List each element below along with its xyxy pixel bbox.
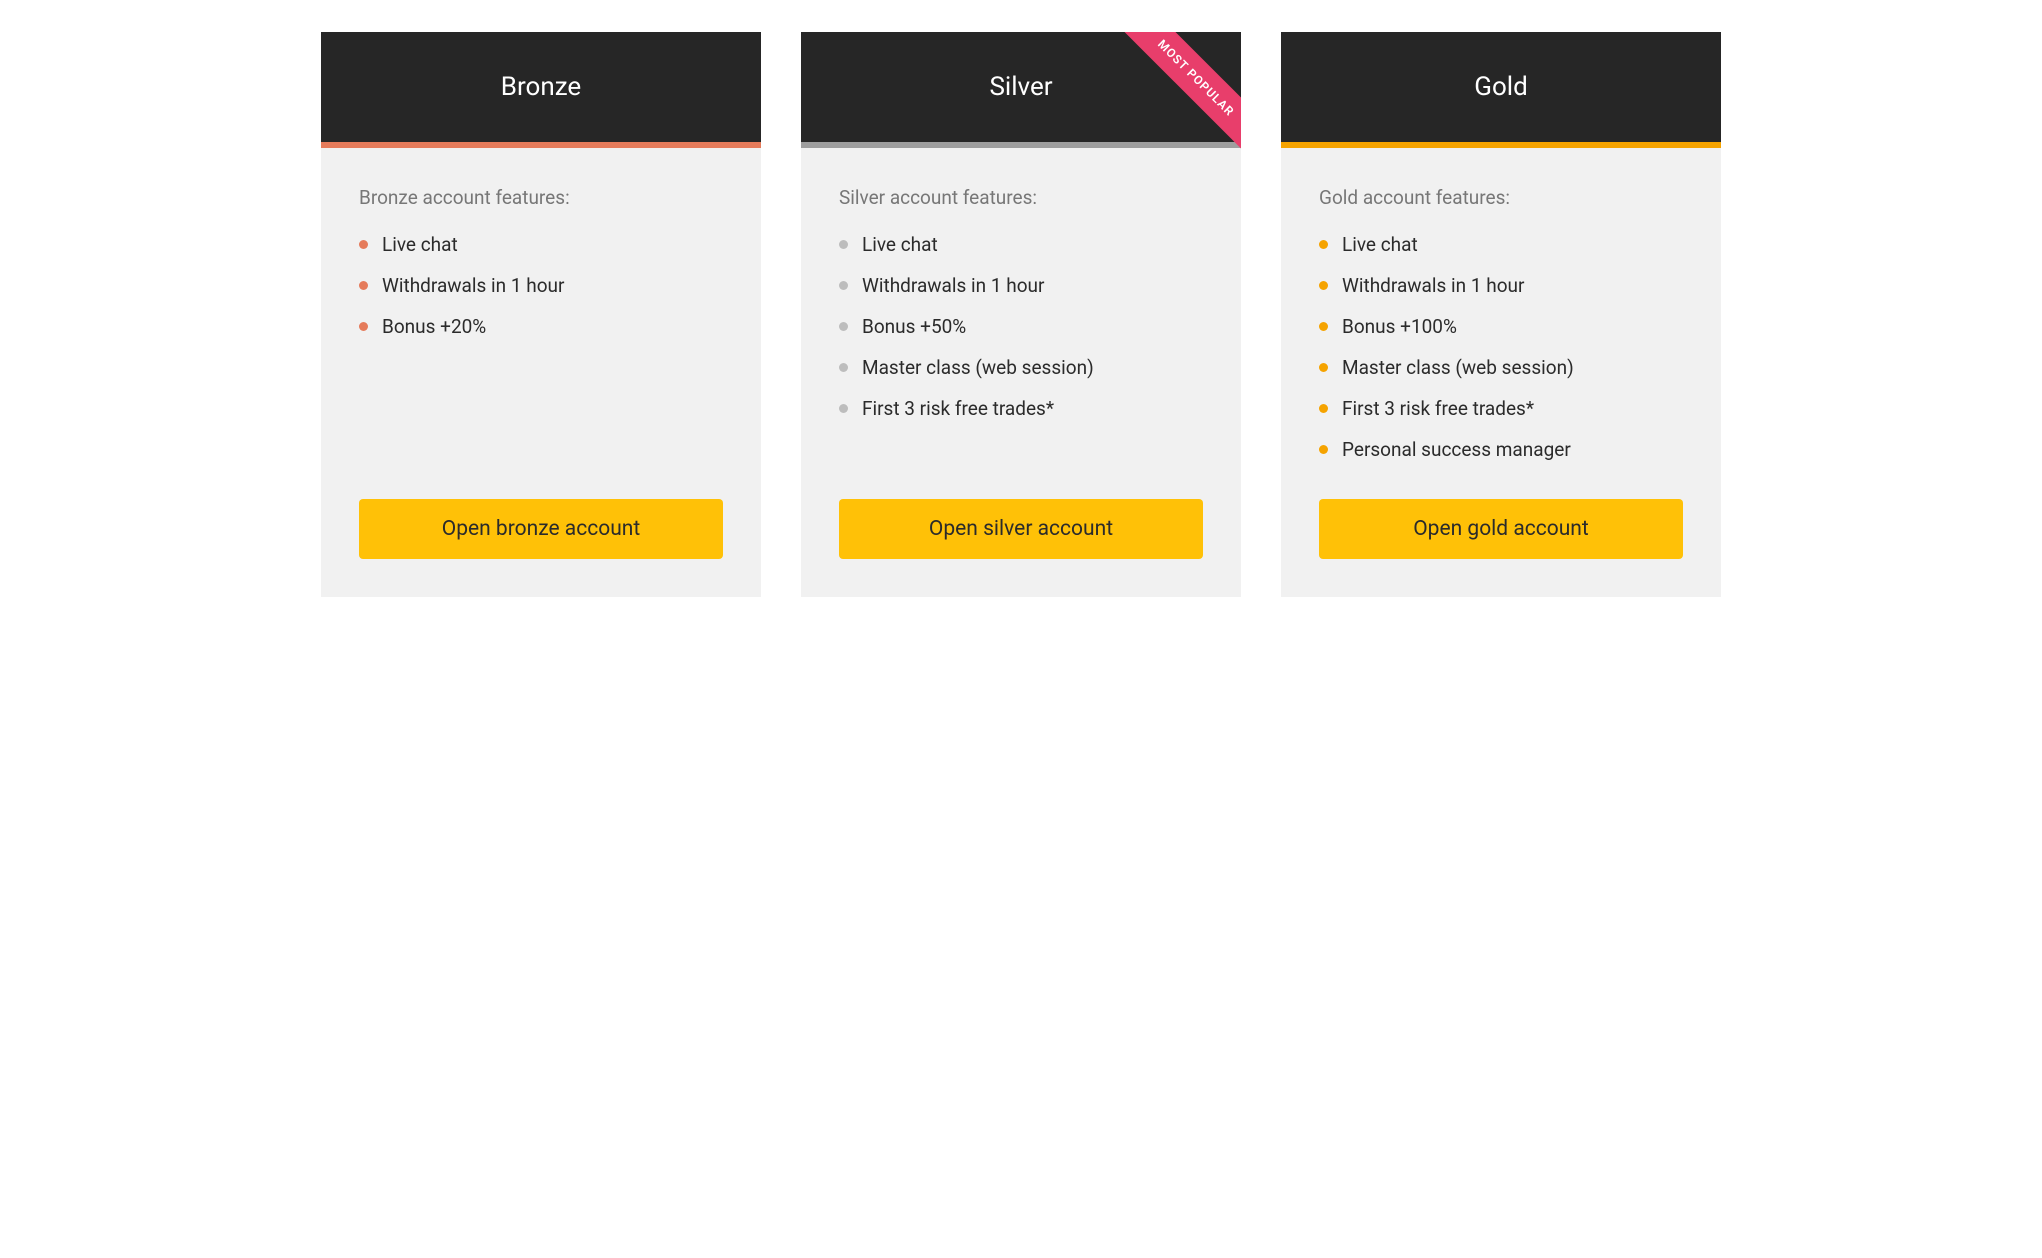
pricing-cards-container: Bronze Bronze account features: Live cha… [321, 32, 1721, 597]
features-heading: Bronze account features: [359, 186, 723, 209]
features-heading: Silver account features: [839, 186, 1203, 209]
feature-text: Bonus +50% [862, 315, 966, 338]
open-gold-account-button[interactable]: Open gold account [1319, 499, 1683, 559]
bullet-icon [839, 404, 848, 413]
pricing-card-bronze: Bronze Bronze account features: Live cha… [321, 32, 761, 597]
feature-text: Withdrawals in 1 hour [1342, 274, 1524, 297]
feature-item: Withdrawals in 1 hour [839, 274, 1203, 297]
feature-text: Master class (web session) [1342, 356, 1574, 379]
most-popular-ribbon: MOST POPULAR [1111, 32, 1241, 162]
feature-item: Withdrawals in 1 hour [1319, 274, 1683, 297]
feature-item: Live chat [359, 233, 723, 256]
feature-item: Master class (web session) [839, 356, 1203, 379]
bullet-icon [1319, 240, 1328, 249]
card-body-bronze: Bronze account features: Live chat Withd… [321, 148, 761, 499]
feature-item: Live chat [1319, 233, 1683, 256]
feature-item: Bonus +100% [1319, 315, 1683, 338]
ribbon-label: MOST POPULAR [1113, 32, 1241, 161]
feature-text: Live chat [1342, 233, 1418, 256]
feature-text: Withdrawals in 1 hour [862, 274, 1044, 297]
bullet-icon [359, 322, 368, 331]
pricing-card-silver: Silver MOST POPULAR Silver account featu… [801, 32, 1241, 597]
card-footer-silver: Open silver account [801, 499, 1241, 597]
card-header-gold: Gold [1281, 32, 1721, 142]
card-footer-bronze: Open bronze account [321, 499, 761, 597]
plan-title: Silver [989, 72, 1052, 102]
bullet-icon [1319, 445, 1328, 454]
feature-item: Live chat [839, 233, 1203, 256]
feature-text: Live chat [382, 233, 458, 256]
open-bronze-account-button[interactable]: Open bronze account [359, 499, 723, 559]
plan-title: Bronze [501, 72, 581, 102]
card-body-gold: Gold account features: Live chat Withdra… [1281, 148, 1721, 499]
feature-item: Personal success manager [1319, 438, 1683, 461]
feature-text: Live chat [862, 233, 938, 256]
bullet-icon [839, 240, 848, 249]
bullet-icon [1319, 281, 1328, 290]
bullet-icon [839, 322, 848, 331]
feature-item: Bonus +20% [359, 315, 723, 338]
feature-text: Bonus +20% [382, 315, 486, 338]
bullet-icon [1319, 404, 1328, 413]
plan-title: Gold [1474, 72, 1528, 102]
bullet-icon [839, 281, 848, 290]
feature-item: Withdrawals in 1 hour [359, 274, 723, 297]
feature-item: First 3 risk free trades* [1319, 397, 1683, 420]
bullet-icon [359, 240, 368, 249]
card-body-silver: Silver account features: Live chat Withd… [801, 148, 1241, 499]
features-list-silver: Live chat Withdrawals in 1 hour Bonus +5… [839, 233, 1203, 479]
feature-item: First 3 risk free trades* [839, 397, 1203, 420]
features-list-gold: Live chat Withdrawals in 1 hour Bonus +1… [1319, 233, 1683, 479]
feature-text: First 3 risk free trades* [1342, 397, 1534, 420]
card-header-silver: Silver MOST POPULAR [801, 32, 1241, 142]
bullet-icon [1319, 322, 1328, 331]
feature-item: Master class (web session) [1319, 356, 1683, 379]
pricing-card-gold: Gold Gold account features: Live chat Wi… [1281, 32, 1721, 597]
feature-text: Withdrawals in 1 hour [382, 274, 564, 297]
feature-text: Personal success manager [1342, 438, 1571, 461]
feature-text: Master class (web session) [862, 356, 1094, 379]
features-list-bronze: Live chat Withdrawals in 1 hour Bonus +2… [359, 233, 723, 479]
feature-text: Bonus +100% [1342, 315, 1457, 338]
feature-item: Bonus +50% [839, 315, 1203, 338]
bullet-icon [839, 363, 848, 372]
feature-text: First 3 risk free trades* [862, 397, 1054, 420]
bullet-icon [359, 281, 368, 290]
card-header-bronze: Bronze [321, 32, 761, 142]
bullet-icon [1319, 363, 1328, 372]
features-heading: Gold account features: [1319, 186, 1683, 209]
card-footer-gold: Open gold account [1281, 499, 1721, 597]
open-silver-account-button[interactable]: Open silver account [839, 499, 1203, 559]
